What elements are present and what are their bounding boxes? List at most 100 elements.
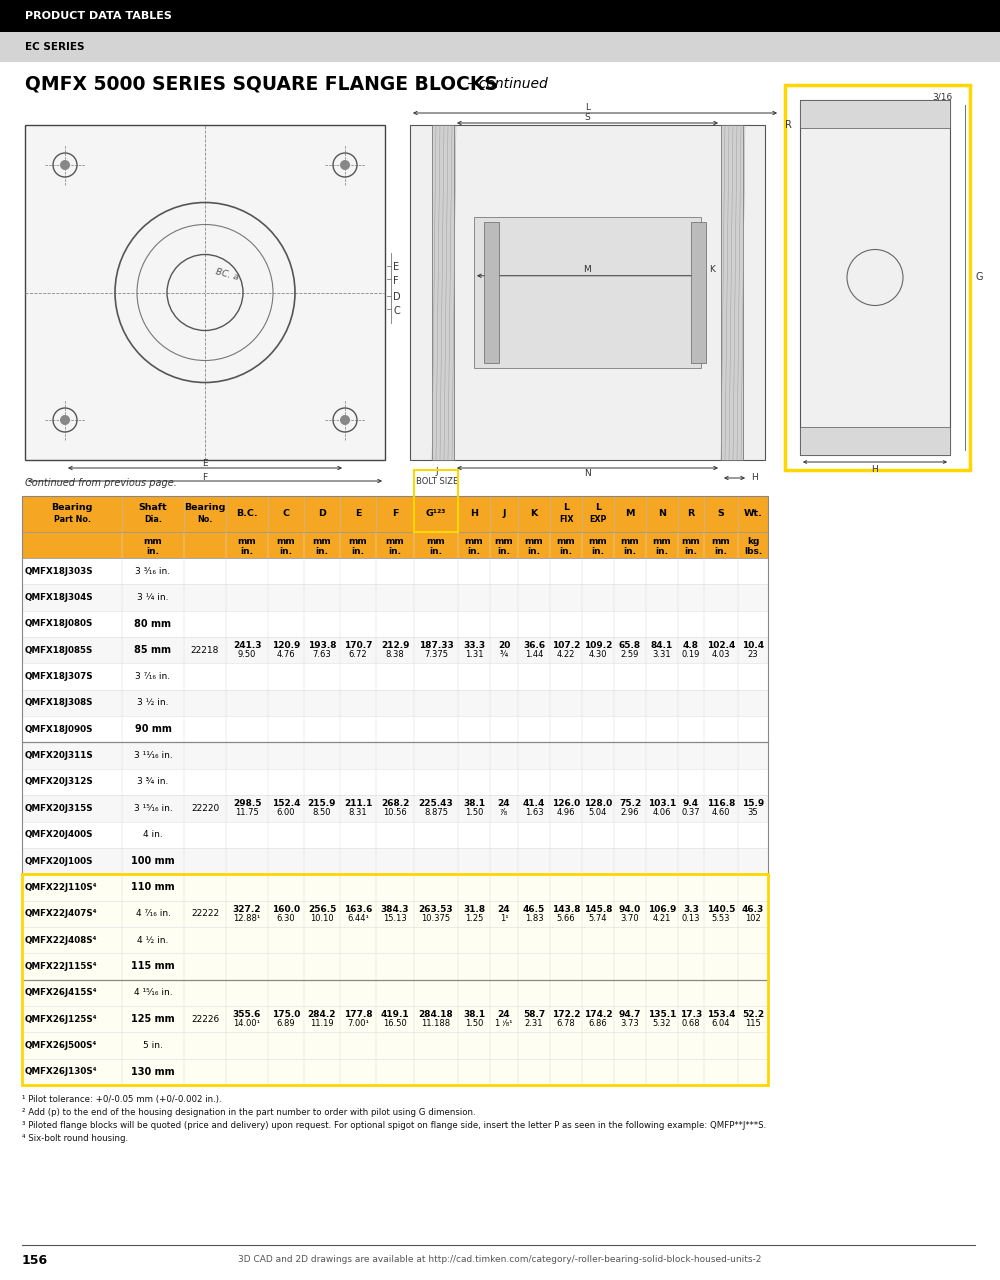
Text: mm: mm: [277, 536, 295, 545]
Text: QMFX18J085S: QMFX18J085S: [25, 645, 93, 655]
Bar: [721, 125, 743, 460]
Text: R: R: [785, 120, 792, 131]
Text: QMFX26J130S⁴: QMFX26J130S⁴: [25, 1068, 98, 1076]
Text: 2.59: 2.59: [621, 650, 639, 659]
Bar: [22, 495, 768, 532]
Text: in.: in.: [430, 547, 442, 556]
Text: 115 mm: 115 mm: [131, 961, 175, 972]
Text: 327.2: 327.2: [233, 905, 261, 914]
Text: mm: mm: [427, 536, 445, 545]
Text: 284.2: 284.2: [308, 1010, 336, 1019]
Text: 24: 24: [498, 1010, 510, 1019]
Text: in.: in.: [240, 547, 254, 556]
Text: QMFX20J100S: QMFX20J100S: [25, 856, 94, 865]
Bar: [22, 795, 768, 822]
Text: 11.188: 11.188: [421, 1019, 451, 1028]
Text: 4.8: 4.8: [683, 641, 699, 650]
Text: 4.22: 4.22: [557, 650, 575, 659]
Bar: [22, 558, 768, 585]
Bar: [22, 927, 768, 954]
Text: in.: in.: [684, 547, 698, 556]
Text: 225.43: 225.43: [419, 799, 453, 809]
Text: 24: 24: [498, 799, 510, 809]
Text: lbs.: lbs.: [744, 547, 762, 556]
Text: 84.1: 84.1: [651, 641, 673, 650]
Text: in.: in.: [560, 547, 572, 556]
Text: QMFX 5000 SERIES SQUARE FLANGE BLOCKS: QMFX 5000 SERIES SQUARE FLANGE BLOCKS: [25, 74, 498, 93]
Circle shape: [60, 415, 70, 425]
Text: 4 ½ in.: 4 ½ in.: [137, 936, 169, 945]
Text: mm: mm: [386, 536, 404, 545]
Text: 4 ⁷⁄₁₆ in.: 4 ⁷⁄₁₆ in.: [136, 909, 170, 918]
Text: L: L: [595, 503, 601, 512]
Text: 110 mm: 110 mm: [131, 882, 175, 892]
Bar: [22, 742, 768, 769]
Bar: [22, 690, 768, 716]
Text: in.: in.: [388, 547, 402, 556]
Text: N: N: [584, 470, 591, 479]
Text: 12.88¹: 12.88¹: [233, 914, 261, 923]
Text: 3.70: 3.70: [621, 914, 639, 923]
Text: 3 ¼ in.: 3 ¼ in.: [137, 593, 169, 602]
Text: 23: 23: [748, 650, 758, 659]
Text: 1.44: 1.44: [525, 650, 543, 659]
Text: Wt.: Wt.: [744, 509, 762, 518]
Text: H: H: [872, 465, 878, 474]
Text: 241.3: 241.3: [233, 641, 261, 650]
Bar: [22, 663, 768, 690]
Text: 3.3: 3.3: [683, 905, 699, 914]
Bar: [22, 901, 768, 927]
Text: 175.0: 175.0: [272, 1010, 300, 1019]
Text: 100 mm: 100 mm: [131, 856, 175, 867]
Text: 58.7: 58.7: [523, 1010, 545, 1019]
Text: 10.56: 10.56: [383, 809, 407, 818]
Text: D: D: [318, 509, 326, 518]
Text: BOLT SIZE: BOLT SIZE: [416, 477, 458, 486]
Text: 4 ¹⁵⁄₁₆ in.: 4 ¹⁵⁄₁₆ in.: [134, 988, 172, 997]
Text: 1.25: 1.25: [465, 914, 483, 923]
Text: mm: mm: [653, 536, 671, 545]
Text: 46.5: 46.5: [523, 905, 545, 914]
Bar: [474, 218, 701, 367]
Text: 4.30: 4.30: [589, 650, 607, 659]
Text: QMFX22J110S⁴: QMFX22J110S⁴: [25, 883, 98, 892]
Text: 1.83: 1.83: [525, 914, 543, 923]
Text: 419.1: 419.1: [381, 1010, 409, 1019]
Text: 284.18: 284.18: [419, 1010, 453, 1019]
Text: 33.3: 33.3: [463, 641, 485, 650]
Text: 4.21: 4.21: [653, 914, 671, 923]
Text: in.: in.: [316, 547, 328, 556]
Text: 1.31: 1.31: [465, 650, 483, 659]
Text: 94.7: 94.7: [619, 1010, 641, 1019]
Text: Bearing: Bearing: [184, 503, 226, 512]
Text: 128.0: 128.0: [584, 799, 612, 809]
Text: 22226: 22226: [191, 1015, 219, 1024]
Text: L: L: [563, 503, 569, 512]
Text: 5.66: 5.66: [557, 914, 575, 923]
Text: 212.9: 212.9: [381, 641, 409, 650]
Text: 0.68: 0.68: [682, 1019, 700, 1028]
Text: 10.10: 10.10: [310, 914, 334, 923]
Text: 4.76: 4.76: [277, 650, 295, 659]
Text: mm: mm: [589, 536, 607, 545]
Text: 75.2: 75.2: [619, 799, 641, 809]
Bar: [22, 979, 768, 1006]
Bar: [22, 611, 768, 637]
Text: N: N: [658, 509, 666, 518]
Bar: [22, 847, 768, 874]
Text: 6.72: 6.72: [349, 650, 367, 659]
Text: ¾: ¾: [500, 650, 508, 659]
Text: 3 ¾ in.: 3 ¾ in.: [137, 777, 169, 786]
Text: C: C: [393, 306, 400, 315]
Text: 126.0: 126.0: [552, 799, 580, 809]
Text: 170.7: 170.7: [344, 641, 372, 650]
Text: D: D: [393, 293, 401, 302]
Text: 130 mm: 130 mm: [131, 1066, 175, 1076]
Text: ¹ Pilot tolerance: +0/-0.05 mm (+0/-0.002 in.).: ¹ Pilot tolerance: +0/-0.05 mm (+0/-0.00…: [22, 1094, 222, 1103]
Text: 17.3: 17.3: [680, 1010, 702, 1019]
Text: ³ Piloted flange blocks will be quoted (price and delivery) upon request. For op: ³ Piloted flange blocks will be quoted (…: [22, 1121, 766, 1130]
Bar: [691, 223, 706, 362]
Bar: [22, 1032, 768, 1059]
Text: 163.6: 163.6: [344, 905, 372, 914]
Text: in.: in.: [528, 547, 540, 556]
